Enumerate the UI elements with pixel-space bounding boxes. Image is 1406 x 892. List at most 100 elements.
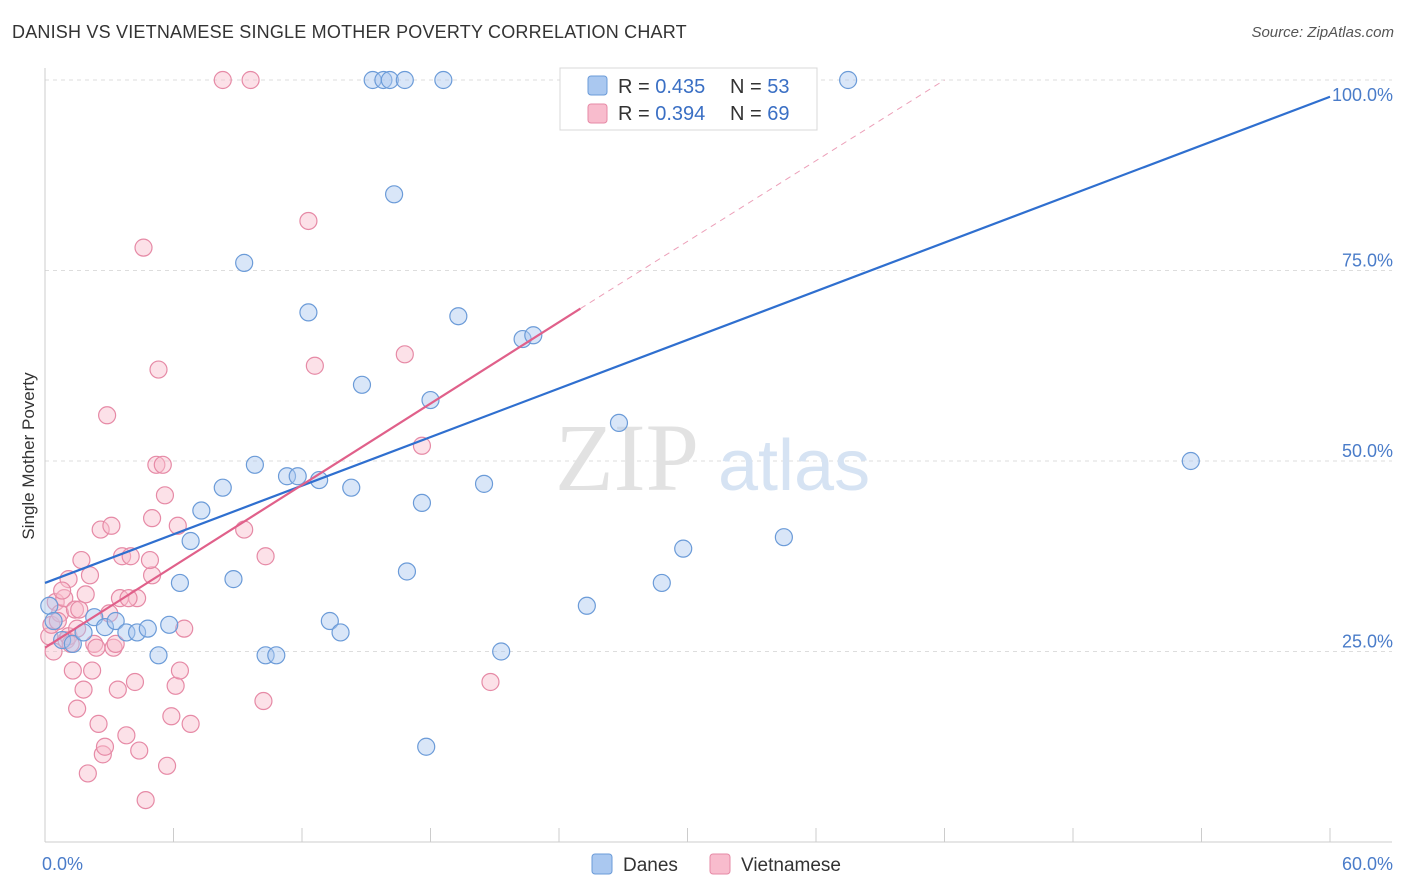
vietnamese-point [125, 672, 145, 692]
danes-point [299, 303, 318, 322]
vietnamese-point [305, 356, 324, 375]
vietnamese-point [149, 360, 168, 379]
danes-point [380, 70, 399, 90]
danes-point [449, 307, 468, 326]
danes-point [397, 562, 417, 581]
vietnamese-point [162, 707, 181, 726]
danes-point [577, 596, 596, 615]
legend-r-value: 0.435 [655, 76, 705, 98]
danes-point [192, 501, 211, 520]
vietnamese-point [134, 238, 153, 257]
bottom-legend-danes: Danes [623, 855, 678, 876]
correlation-legend: R = 0.435 N = 53 R = 0.394 N = 69 [559, 67, 818, 131]
danes-point [138, 619, 157, 638]
legend-row-vietnamese: R = 0.394 N = 69 [618, 103, 790, 125]
danes-point [106, 611, 125, 631]
vietnamese-point [119, 589, 138, 608]
vietnamese-point [166, 676, 185, 695]
watermark-atlas: atlas [718, 426, 870, 506]
danes-point [235, 253, 254, 272]
y-tick-label: 25.0% [1342, 632, 1393, 652]
vietnamese-points [40, 70, 500, 810]
vietnamese-point [130, 741, 149, 760]
danes-point [288, 467, 307, 486]
danes-point [839, 70, 858, 90]
danes-point [44, 611, 63, 631]
danes-point [277, 467, 297, 486]
danes-point [320, 611, 339, 631]
vietnamese-point [155, 486, 175, 505]
danes-point [412, 493, 432, 513]
legend-r-label: R = [618, 103, 655, 125]
legend-swatch-vietnamese [587, 103, 608, 124]
x-tick-label-min: 0.0% [42, 854, 83, 874]
danes-point [524, 326, 543, 345]
vietnamese-point [213, 70, 232, 90]
gridlines [45, 79, 1392, 652]
danes-point [181, 531, 200, 551]
vietnamese-point [78, 764, 97, 783]
bottom-legend-vietnamese: Vietnamese [741, 855, 841, 876]
vietnamese-point [299, 211, 318, 231]
vietnamese-point [76, 585, 95, 604]
danes-point [434, 70, 453, 90]
trendlines [44, 79, 1331, 649]
vietnamese-point [74, 680, 93, 699]
danes-point [245, 455, 264, 474]
vietnamese-point [108, 680, 127, 699]
x-tick-label-max: 60.0% [1342, 854, 1393, 874]
vietnamese-point [70, 600, 89, 619]
y-tick-label: 100.0% [1332, 85, 1393, 105]
danes-point [395, 70, 414, 90]
x-axis-ticks [44, 828, 1331, 842]
vietnamese-point [241, 70, 260, 90]
danes-point [331, 623, 350, 642]
vietnamese-point [68, 699, 87, 718]
danes-points [40, 70, 1200, 756]
bottom-legend-swatch-danes [591, 853, 613, 875]
vietnamese-point [175, 619, 194, 638]
vietnamese-point [83, 661, 102, 680]
vietnamese-point [181, 714, 200, 733]
legend-r-value: 0.394 [655, 103, 705, 125]
legend-swatch-danes [587, 75, 608, 96]
y-axis-label: Single Mother Poverty [19, 372, 38, 540]
vietnamese-point [235, 520, 254, 539]
vietnamese-point [157, 756, 177, 775]
danes-point [421, 390, 440, 410]
danes-point [342, 478, 361, 497]
danes-point [213, 478, 232, 497]
vietnamese-point [98, 406, 117, 425]
danes-point [53, 630, 72, 650]
danes-point [170, 573, 190, 593]
legend-n-label: N = [730, 103, 767, 125]
y-tick-labels: 25.0% 50.0% 75.0% 100.0% [1332, 85, 1393, 652]
y-tick-label: 50.0% [1342, 441, 1393, 461]
danes-point [352, 375, 372, 394]
danes-point [267, 646, 286, 665]
vietnamese-point [170, 661, 190, 680]
danes-point [63, 634, 82, 653]
vietnamese-point [87, 638, 106, 657]
vietnamese-point [254, 691, 273, 711]
danes-point [256, 646, 275, 665]
vietnamese-trendline [44, 307, 582, 649]
danes-point [117, 623, 136, 642]
vietnamese-point [106, 634, 125, 653]
danes-point [40, 596, 59, 615]
legend-n-label: N = [730, 76, 767, 98]
danes-point [417, 737, 436, 756]
danes-point [474, 474, 494, 493]
vietnamese-point [102, 516, 121, 535]
legend-n-value: 53 [767, 76, 789, 98]
vietnamese-point [65, 600, 85, 619]
danes-point [127, 623, 147, 642]
legend-n-value: 69 [767, 103, 789, 125]
vietnamese-point [142, 509, 162, 528]
y-tick-label: 75.0% [1342, 251, 1393, 271]
series-legend: Danes Vietnamese [591, 853, 841, 876]
danes-trendline [44, 95, 1331, 584]
danes-point [609, 413, 629, 432]
danes-point [224, 570, 243, 589]
